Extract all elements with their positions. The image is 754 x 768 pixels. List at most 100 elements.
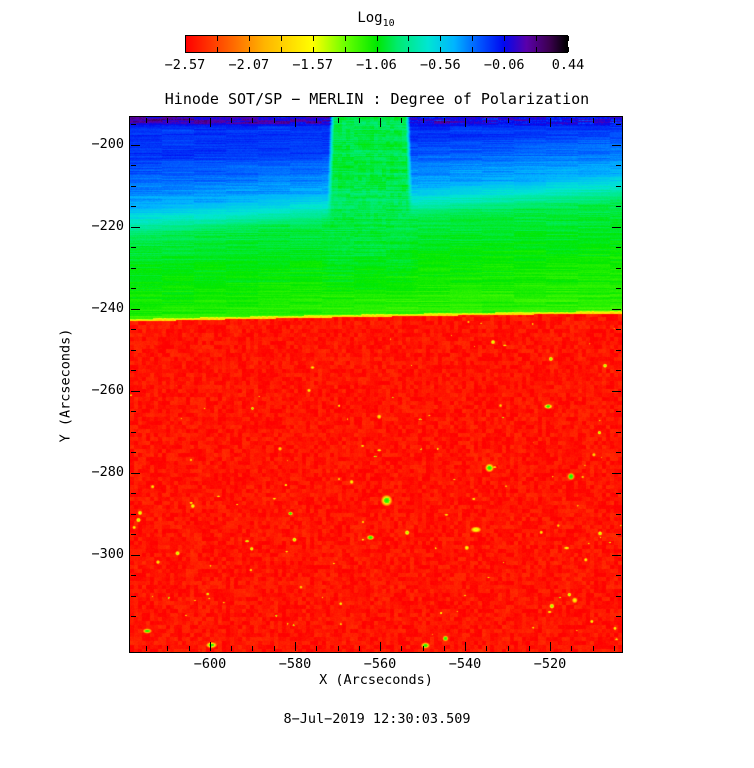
y-axis-label: Y (Arcseconds) [57,328,74,443]
tick-mark [408,47,409,52]
tick-mark [131,596,136,597]
tick-mark [616,432,621,433]
tick-mark [131,493,136,494]
x-tick-label: −600 [193,656,227,672]
x-tick-label: −560 [363,656,397,672]
tick-mark [593,646,594,651]
tick-mark [131,534,136,535]
tick-mark [612,309,621,310]
tick-mark [504,47,505,52]
tick-mark [472,47,473,52]
tick-mark [444,646,445,651]
plot-frame [129,116,623,653]
tick-mark [408,36,409,41]
colorbar-title: Log10 [130,11,622,31]
tick-mark [568,47,569,52]
tick-mark [146,118,147,123]
tick-mark [616,329,621,330]
tick-mark [571,646,572,651]
tick-mark [131,370,136,371]
tick-mark [616,514,621,515]
tick-mark [536,47,537,52]
tick-mark [401,646,402,651]
tick-mark [131,206,136,207]
tick-mark [131,124,136,125]
tick-mark [189,646,190,651]
y-tick-label: −300 [91,546,124,562]
tick-mark [185,36,186,41]
colorbar-title-main: Log [357,10,383,26]
x-tick-label: −580 [278,656,312,672]
tick-mark [423,646,424,651]
tick-mark [131,616,136,617]
tick-mark [614,118,615,123]
tick-mark [131,391,140,392]
tick-mark [616,186,621,187]
tick-mark [131,329,136,330]
tick-mark [529,646,530,651]
tick-mark [616,165,621,166]
tick-mark [316,646,317,651]
tick-mark [380,642,381,651]
tick-mark [131,165,136,166]
y-tick-label: −200 [91,136,124,152]
tick-mark [612,473,621,474]
colorbar-title-subscript: 10 [382,17,395,29]
x-axis-label: X (Arcseconds) [319,672,433,688]
tick-mark [536,36,537,41]
tick-mark [616,452,621,453]
tick-mark [508,646,509,651]
tick-mark [440,47,441,52]
tick-mark [616,534,621,535]
tick-mark [131,350,136,351]
y-tick-label: −220 [91,218,124,234]
tick-mark [616,350,621,351]
colorbar-tick-label: −0.06 [483,57,525,73]
tick-mark [274,118,275,123]
colorbar-tick-label: −2.07 [228,57,270,73]
colorbar-tick-label: 0.44 [551,57,585,73]
tick-mark [568,36,569,41]
colorbar-tick-label: −1.57 [292,57,333,73]
tick-mark [185,47,186,52]
tick-mark [281,47,282,52]
tick-mark [359,646,360,651]
tick-mark [486,646,487,651]
tick-mark [616,411,621,412]
tick-mark [316,118,317,123]
tick-mark [295,642,296,651]
tick-mark [131,309,140,310]
tick-mark [210,118,211,127]
tick-mark [131,555,140,556]
tick-mark [131,575,136,576]
tick-mark [571,118,572,123]
tick-mark [131,227,140,228]
colorbar-tick-label: −1.06 [356,57,397,73]
tick-mark [231,646,232,651]
tick-mark [131,145,140,146]
tick-mark [612,227,621,228]
tick-mark [313,47,314,52]
tick-mark [616,206,621,207]
tick-mark [313,36,314,41]
tick-mark [249,47,250,52]
tick-mark [440,36,441,41]
tick-mark [380,118,381,127]
tick-mark [612,145,621,146]
tick-mark [423,118,424,123]
tick-mark [131,186,136,187]
tick-mark [249,36,250,41]
tick-mark [616,124,621,125]
polarization-heatmap-canvas [130,117,622,652]
tick-mark [612,391,621,392]
tick-mark [252,646,253,651]
tick-mark [616,575,621,576]
colorbar-tick-label: −0.56 [420,57,461,73]
tick-mark [345,47,346,52]
tick-mark [210,642,211,651]
x-tick-label: −540 [448,656,482,672]
tick-mark [616,596,621,597]
tick-mark [131,452,136,453]
tick-mark [508,118,509,123]
tick-mark [616,288,621,289]
